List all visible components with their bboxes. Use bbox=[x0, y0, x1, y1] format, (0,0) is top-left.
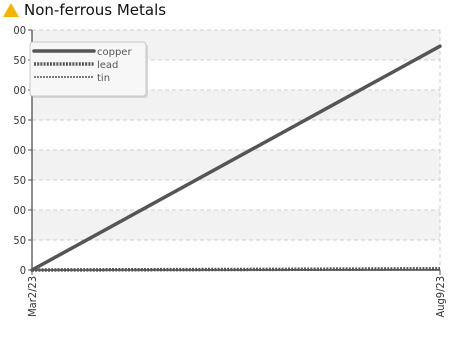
legend-label-lead: lead bbox=[97, 60, 118, 71]
series-line-copper bbox=[30, 44, 442, 272]
grid-band bbox=[32, 210, 440, 240]
y-tick-label: 00 bbox=[13, 84, 26, 97]
legend-label-copper: copper bbox=[97, 47, 132, 58]
y-tick-label: 0 bbox=[20, 264, 26, 277]
y-tick-label: 50 bbox=[13, 114, 26, 127]
legend-label-tin: tin bbox=[97, 73, 110, 84]
y-tick-label: 00 bbox=[13, 204, 26, 217]
x-tick-label: Mar2/23 bbox=[26, 276, 39, 317]
chart-title: Non-ferrous Metals bbox=[24, 1, 167, 19]
y-tick-label: 50 bbox=[13, 54, 26, 67]
y-tick-label: 00 bbox=[13, 144, 26, 157]
chart-header: Non-ferrous Metals bbox=[2, 0, 166, 20]
y-tick-label: 00 bbox=[13, 24, 26, 37]
legend-box bbox=[29, 41, 147, 97]
grid-band bbox=[32, 150, 440, 180]
y-tick-label: 50 bbox=[13, 174, 26, 187]
x-tick-label: Aug9/23 bbox=[434, 276, 447, 318]
warning-triangle-icon bbox=[2, 2, 20, 18]
y-tick-label: 50 bbox=[13, 234, 26, 247]
